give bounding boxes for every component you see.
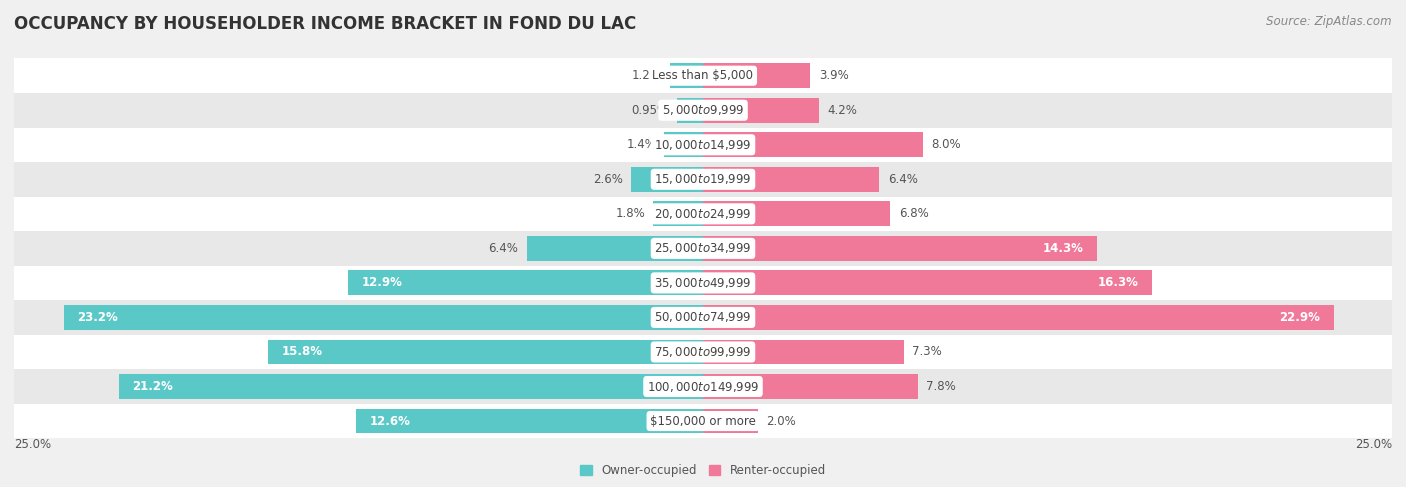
Bar [703,132,924,157]
Text: 12.9%: 12.9% [361,277,402,289]
Text: 1.4%: 1.4% [626,138,657,151]
Bar [63,305,703,330]
Text: 25.0%: 25.0% [1355,438,1392,451]
Bar [527,236,703,261]
Bar [703,339,904,364]
Text: $10,000 to $14,999: $10,000 to $14,999 [654,138,752,152]
Bar [703,63,810,88]
Text: 0.95%: 0.95% [631,104,669,117]
Text: Source: ZipAtlas.com: Source: ZipAtlas.com [1267,15,1392,28]
Bar [703,305,1334,330]
Text: $100,000 to $149,999: $100,000 to $149,999 [647,379,759,393]
Text: 23.2%: 23.2% [77,311,118,324]
Text: 12.6%: 12.6% [370,414,411,428]
Text: 16.3%: 16.3% [1098,277,1139,289]
Text: 7.8%: 7.8% [927,380,956,393]
Text: $50,000 to $74,999: $50,000 to $74,999 [654,310,752,324]
Bar [703,202,890,226]
Bar [703,167,879,192]
Bar [14,128,1392,162]
Text: 25.0%: 25.0% [14,438,51,451]
Bar [669,63,703,88]
Bar [703,409,758,433]
Bar [631,167,703,192]
Text: OCCUPANCY BY HOUSEHOLDER INCOME BRACKET IN FOND DU LAC: OCCUPANCY BY HOUSEHOLDER INCOME BRACKET … [14,15,637,33]
Text: 1.2%: 1.2% [631,69,662,82]
Bar [665,132,703,157]
Text: 3.9%: 3.9% [818,69,848,82]
Text: Less than $5,000: Less than $5,000 [652,69,754,82]
Text: 4.2%: 4.2% [827,104,856,117]
Text: $75,000 to $99,999: $75,000 to $99,999 [654,345,752,359]
Text: $150,000 or more: $150,000 or more [650,414,756,428]
Bar [14,58,1392,93]
Bar [14,404,1392,438]
Bar [118,374,703,399]
Text: 6.8%: 6.8% [898,207,928,220]
Bar [676,98,703,123]
Text: $5,000 to $9,999: $5,000 to $9,999 [662,103,744,117]
Text: 22.9%: 22.9% [1279,311,1320,324]
Text: $15,000 to $19,999: $15,000 to $19,999 [654,172,752,187]
Bar [703,98,818,123]
Bar [703,270,1152,295]
Bar [14,162,1392,197]
Bar [14,369,1392,404]
Bar [703,374,918,399]
Text: 2.0%: 2.0% [766,414,796,428]
Text: 15.8%: 15.8% [281,345,322,358]
Text: $20,000 to $24,999: $20,000 to $24,999 [654,207,752,221]
Text: 6.4%: 6.4% [488,242,519,255]
Bar [356,409,703,433]
Bar [703,236,1097,261]
Bar [267,339,703,364]
Legend: Owner-occupied, Renter-occupied: Owner-occupied, Renter-occupied [575,459,831,482]
Text: 8.0%: 8.0% [932,138,962,151]
Bar [14,335,1392,369]
Bar [14,231,1392,265]
Text: 14.3%: 14.3% [1042,242,1083,255]
Bar [14,300,1392,335]
Text: $35,000 to $49,999: $35,000 to $49,999 [654,276,752,290]
Text: $25,000 to $34,999: $25,000 to $34,999 [654,242,752,255]
Bar [14,93,1392,128]
Bar [654,202,703,226]
Text: 7.3%: 7.3% [912,345,942,358]
Bar [347,270,703,295]
Text: 21.2%: 21.2% [132,380,173,393]
Text: 6.4%: 6.4% [887,173,918,186]
Text: 2.6%: 2.6% [593,173,623,186]
Bar [14,265,1392,300]
Bar [14,197,1392,231]
Text: 1.8%: 1.8% [616,207,645,220]
